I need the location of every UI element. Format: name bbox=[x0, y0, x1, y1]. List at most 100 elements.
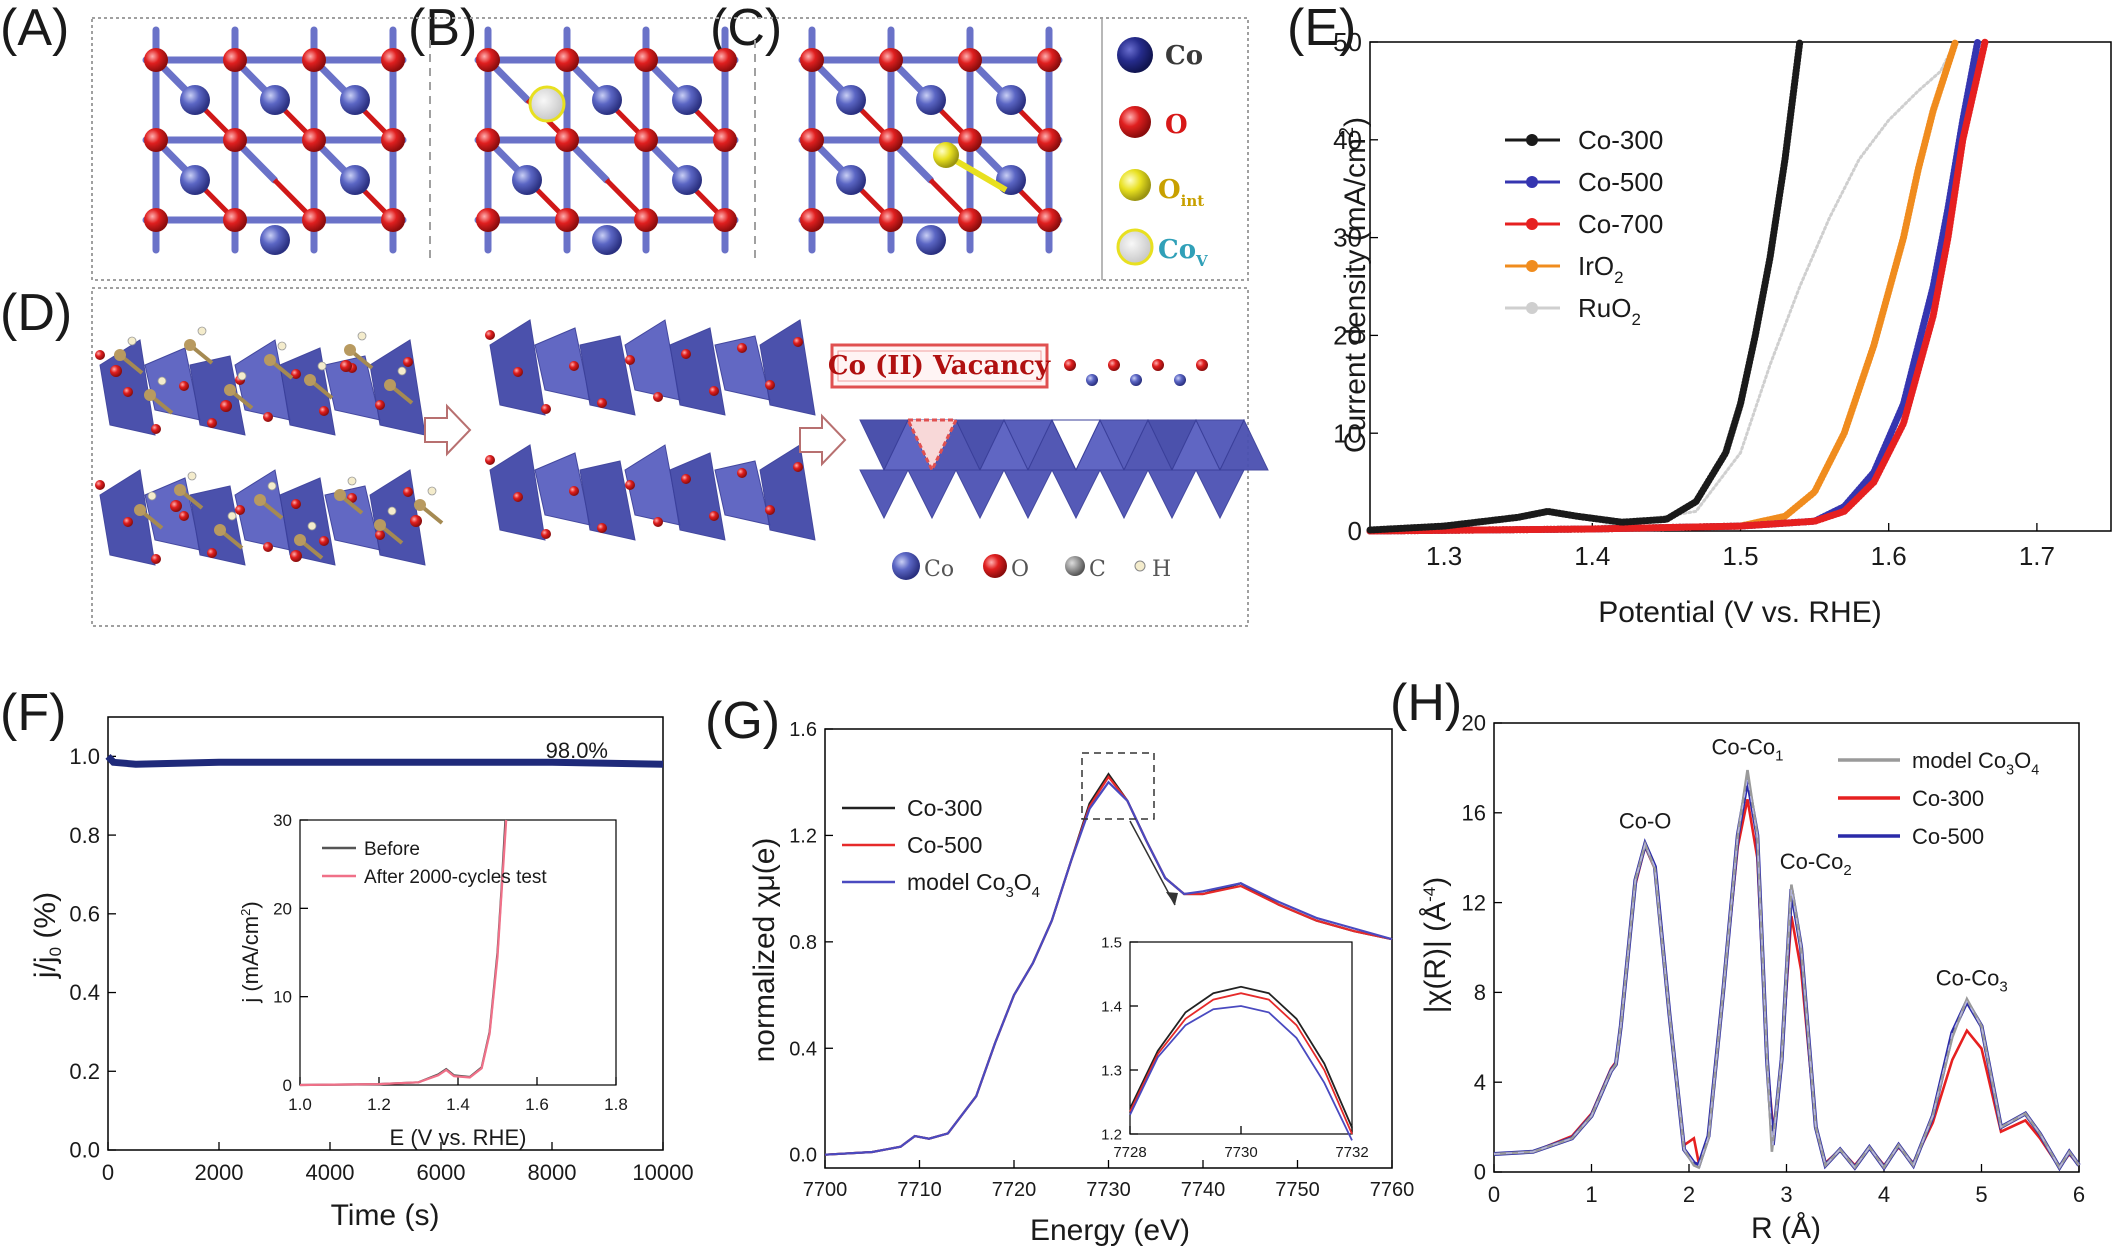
x-tick-label: 4 bbox=[1878, 1182, 1890, 1207]
x-tick-label: 7710 bbox=[897, 1179, 942, 1201]
chart-f-inset-xlabel: E (V vs. RHE) bbox=[390, 1125, 527, 1150]
x-tick-label: 1.7 bbox=[2019, 541, 2055, 571]
y-tick-label: 50 bbox=[1333, 27, 1362, 57]
y-tick-label: 0.4 bbox=[69, 980, 100, 1005]
chart-f-inset-series bbox=[299, 819, 508, 1087]
chart-g: 7700 7710 7720 7730 7740 7750 7760 0.0 0.4 0.8 1.2… bbox=[748, 719, 1414, 1247]
y-tick-label: 1.0 bbox=[69, 744, 100, 769]
panel-label-h: (H) bbox=[1390, 674, 1462, 732]
chart-h-ylabel: |χ(R)| (Å-4) bbox=[1419, 877, 1452, 1013]
bottom-atom-legend: Co O C H bbox=[892, 552, 1171, 582]
chart-g-ylabel: normalized χμ(e) bbox=[748, 838, 781, 1063]
x-tick-label: 6000 bbox=[417, 1160, 466, 1185]
peak-label: Co-Co1 bbox=[1712, 734, 1784, 764]
chart-f-xlabel: Time (s) bbox=[331, 1199, 440, 1232]
chart-g-legend: Co-300 Co-500 model Co3O4 bbox=[842, 795, 1040, 901]
y-tick-label: 30 bbox=[273, 811, 292, 830]
chart-e-ticks: 1.3 1.4 1.5 1.6 1.7 0 10 20 30 40 50 bbox=[1333, 27, 2055, 571]
x-tick-label: 7750 bbox=[1275, 1179, 1320, 1201]
chart-f-inset-legend: Before After 2000-cycles test bbox=[322, 839, 547, 888]
chart-g-zoom-arrowhead bbox=[1166, 892, 1178, 905]
legend-label: Co-300 bbox=[907, 795, 982, 821]
y-tick-label: 40 bbox=[1333, 125, 1362, 155]
legend-marker bbox=[1526, 176, 1538, 188]
chart-f-series bbox=[105, 754, 664, 768]
chart-e: 1.3 1.4 1.5 1.6 1.7 0 10 20 30 40 50 Potential (V … bbox=[1333, 27, 2112, 629]
co-vacancy-swatch bbox=[1116, 228, 1154, 266]
chart-g-xlabel: Energy (eV) bbox=[1030, 1214, 1190, 1247]
inset-series-line bbox=[1129, 985, 1353, 1128]
chart-g-zoom-arrow bbox=[1129, 820, 1176, 906]
inset-series-line bbox=[1129, 992, 1353, 1135]
chart-h-legend: model Co3O4 Co-300 Co-500 bbox=[1838, 748, 2039, 849]
legend-label: RuO2 bbox=[1578, 293, 1641, 329]
o-int-swatch bbox=[1119, 169, 1151, 201]
legend-label: model Co3O4 bbox=[907, 869, 1040, 901]
panel-label-e: (E) bbox=[1287, 0, 1356, 57]
legend-marker bbox=[1526, 218, 1538, 230]
chart-h-series bbox=[1493, 769, 2081, 1172]
spectrum-line bbox=[824, 780, 1393, 1156]
x-tick-label: 7740 bbox=[1181, 1179, 1226, 1201]
panel-label-b: (B) bbox=[408, 0, 477, 57]
legend-label: Before bbox=[364, 839, 420, 860]
x-tick-label: 7760 bbox=[1370, 1179, 1415, 1201]
y-tick-label: 0.6 bbox=[69, 902, 100, 927]
peak-label: Co-O bbox=[1619, 809, 1672, 834]
legend-marker bbox=[1526, 134, 1538, 146]
chart-h-annotations: Co-O Co-Co1 Co-Co2 Co-Co3 bbox=[1619, 734, 2008, 995]
y-tick-label: 20 bbox=[273, 899, 292, 918]
vacancy-title: Co (II) Vacancy bbox=[828, 351, 1051, 381]
x-tick-label: 7700 bbox=[803, 1179, 848, 1201]
chart-g-inset: 7728 7730 7732 1.2 1.3 1.4 1.5 bbox=[1101, 934, 1369, 1161]
chart-f-frame bbox=[107, 716, 664, 1151]
x-tick-label: 7728 bbox=[1113, 1144, 1146, 1161]
series-line-co-300 bbox=[1366, 38, 1804, 534]
y-tick-label: 0.0 bbox=[789, 1145, 817, 1167]
y-tick-label: 8 bbox=[1474, 980, 1486, 1005]
y-tick-label: 0.4 bbox=[789, 1038, 817, 1060]
o-atom-swatch bbox=[1119, 106, 1151, 138]
x-tick-label: 7730 bbox=[1224, 1144, 1257, 1161]
chart-g-inset-frame bbox=[1129, 941, 1353, 1135]
chart-h-xlabel: R (Å) bbox=[1751, 1212, 1821, 1245]
inset-series-line bbox=[299, 819, 508, 1087]
x-tick-label: 2000 bbox=[195, 1160, 244, 1185]
chart-e-ylabel: Current density (mA/cm2) bbox=[1336, 117, 1372, 453]
y-tick-label: 0.2 bbox=[69, 1059, 100, 1084]
chart-g-inset-ticks: 7728 7730 7732 1.2 1.3 1.4 1.5 bbox=[1101, 934, 1369, 1161]
y-tick-label: 12 bbox=[1462, 890, 1486, 915]
x-tick-label: 0 bbox=[102, 1160, 114, 1185]
chart-f-inset: 1.0 1.2 1.4 1.6 1.8 0 10 20 30 E (V vs. RHE) j (… bbox=[238, 811, 628, 1150]
y-tick-label: 1.5 bbox=[1101, 934, 1122, 951]
bottom-legend-h: H bbox=[1152, 557, 1171, 582]
y-tick-label: 1.6 bbox=[789, 719, 817, 741]
peak-label: Co-Co3 bbox=[1936, 966, 2008, 996]
x-tick-label: 3 bbox=[1780, 1182, 1792, 1207]
y-tick-label: 10 bbox=[273, 988, 292, 1007]
legend-label: Co-300 bbox=[1578, 125, 1663, 155]
legend-marker bbox=[1526, 302, 1538, 314]
chart-g-ticks: 7700 7710 7720 7730 7740 7750 7760 0.0 0.4 0.8 1.2… bbox=[789, 719, 1414, 1201]
chart-g-series bbox=[824, 772, 1393, 1156]
y-tick-label: 1.4 bbox=[1101, 998, 1122, 1015]
bottom-legend-co: Co bbox=[924, 557, 954, 582]
x-tick-label: 10000 bbox=[632, 1160, 693, 1185]
layered-structure-d bbox=[95, 319, 1269, 566]
chart-f-retention: 98.0% bbox=[546, 738, 608, 763]
legend-label: IrO2 bbox=[1578, 251, 1624, 287]
chart-f: 0 2000 4000 6000 8000 10000 0.0 0.2 0.4 0.6 0.8 1.0… bbox=[29, 716, 694, 1232]
chart-e-series bbox=[1366, 38, 1989, 535]
panel-label-g: (G) bbox=[705, 692, 780, 750]
x-tick-label: 0 bbox=[1488, 1182, 1500, 1207]
lattice-b bbox=[474, 26, 739, 255]
y-tick-label: 0 bbox=[283, 1076, 292, 1095]
y-tick-label: 20 bbox=[1333, 321, 1362, 351]
legend-o: O bbox=[1165, 110, 1188, 140]
peak-label: Co-Co2 bbox=[1780, 849, 1852, 879]
chart-g-zoom-box bbox=[1081, 752, 1155, 820]
chart-f-ylabel: j/j0 (%) bbox=[29, 892, 65, 979]
x-tick-label: 5 bbox=[1975, 1182, 1987, 1207]
